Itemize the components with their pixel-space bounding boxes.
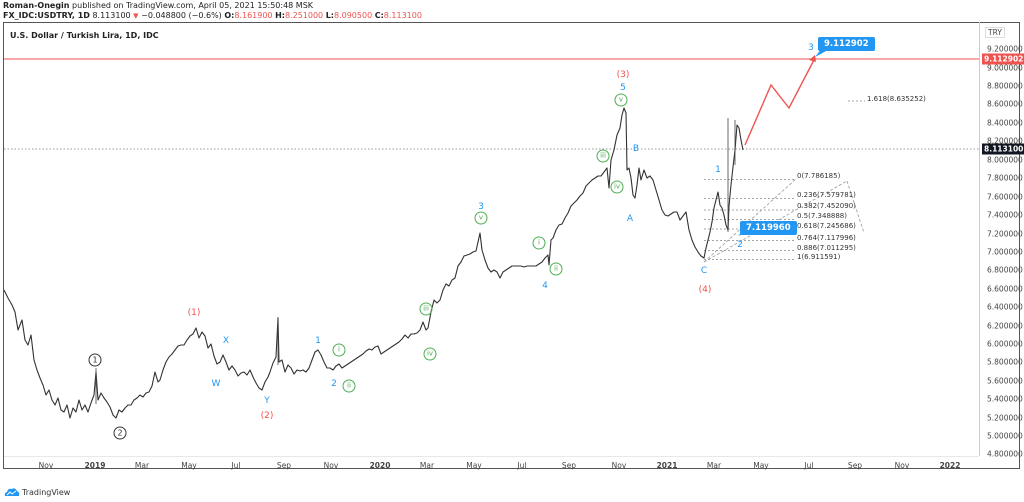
publish-text: published on TradingView.com, April 05, … xyxy=(72,1,314,10)
wave-label-gi2: i xyxy=(532,236,546,250)
wave-label-b1: 1 xyxy=(315,336,321,346)
tradingview-logo[interactable]: TradingView xyxy=(4,487,70,497)
down-triangle-icon: ▼ xyxy=(133,12,139,20)
author-name[interactable]: Roman-Onegin xyxy=(3,1,70,10)
wave-label-giii2: iii xyxy=(596,149,610,163)
fib-label: 0.382(7.452090) xyxy=(797,202,856,210)
wave-label-giii: iii xyxy=(419,302,433,316)
current-price-badge: 8.113100 xyxy=(982,143,1024,155)
currency-label[interactable]: TRY xyxy=(985,27,1005,38)
tradingview-cloud-icon xyxy=(4,488,20,496)
wave-label-b5: 5 xyxy=(620,83,626,93)
wave2-callout[interactable]: 7.119960 xyxy=(740,221,797,235)
open-value: 8.161900 xyxy=(234,11,273,20)
wave-label-p2: (2) xyxy=(260,411,274,421)
wave-label-p4: (4) xyxy=(698,285,712,295)
low-value: 8.090500 xyxy=(333,11,373,20)
symbol-name: FX_IDC:USDTRY, 1D xyxy=(3,11,90,20)
fib-label: 0.236(7.579781) xyxy=(797,191,856,199)
wave-label-p3: (3) xyxy=(616,70,630,80)
fib-label: 0.886(7.011295) xyxy=(797,244,856,252)
wave-label-b3: 3 xyxy=(478,202,484,212)
wave-label-a: A xyxy=(626,214,634,224)
chart-frame[interactable] xyxy=(3,22,1020,469)
wave-label-gii: ii xyxy=(342,379,356,393)
symbol-info: FX_IDC:USDTRY, 1D 8.113100 ▼ −0.048800 (… xyxy=(3,11,422,20)
wave-label-gi: i xyxy=(332,343,346,357)
wave-label-gv2: v xyxy=(614,93,628,107)
wave-label-b4: 4 xyxy=(542,281,548,291)
wave-label-circle-1: 1 xyxy=(88,353,102,367)
wave-label-x: X xyxy=(222,336,230,346)
fib-retracement-lines xyxy=(704,100,865,260)
projection-arrowhead xyxy=(809,55,816,62)
close-value: 8.113100 xyxy=(383,11,422,20)
wave-label-b: B xyxy=(632,144,640,154)
projection-path xyxy=(744,57,816,146)
wave-label-c: C xyxy=(700,266,708,276)
time-axis-divider xyxy=(4,456,979,457)
wave-label-w: W xyxy=(211,379,221,389)
wave-label-n2: 2 xyxy=(737,240,743,250)
wave-label-b2: 2 xyxy=(331,379,337,389)
wave-label-giv: iv xyxy=(423,347,437,361)
wave-label-y: Y xyxy=(264,396,270,406)
wave-label-gii2: ii xyxy=(549,262,563,276)
fib-label: 0.5(7.348888) xyxy=(797,212,847,220)
publish-info: Roman-Onegin published on TradingView.co… xyxy=(3,1,313,10)
price-wicks xyxy=(95,118,736,404)
high-value: 8.251000 xyxy=(284,11,324,20)
fib-label: 0.764(7.117996) xyxy=(797,234,856,242)
chart-title: U.S. Dollar / Turkish Lira, 1D, IDC xyxy=(10,31,159,40)
wave-label-gv: v xyxy=(474,211,488,225)
tradingview-brand: TradingView xyxy=(22,487,71,497)
wave-label-p1: (1) xyxy=(187,308,201,318)
last-price: 8.113100 xyxy=(92,11,131,20)
price-change: −0.048800 (−0.6%) xyxy=(141,11,222,20)
fib-label: 0.618(7.245686) xyxy=(797,222,856,230)
target-price-badge: 9.112902 xyxy=(982,53,1024,65)
fib-extension-label: 1.618(8.635252) xyxy=(867,95,926,103)
fib-label: 0(7.786185) xyxy=(797,172,841,180)
fib-label: 1(6.911591) xyxy=(797,253,841,261)
price-series xyxy=(3,107,744,419)
price-axis-divider xyxy=(979,22,980,456)
wave-label-circle-2: 2 xyxy=(113,426,127,440)
wave-label-n1: 1 xyxy=(715,165,721,175)
wave-label-n3: 3 xyxy=(808,43,814,53)
target-callout[interactable]: 9.112902 xyxy=(818,37,875,51)
wave-label-giv2: iv xyxy=(610,180,624,194)
